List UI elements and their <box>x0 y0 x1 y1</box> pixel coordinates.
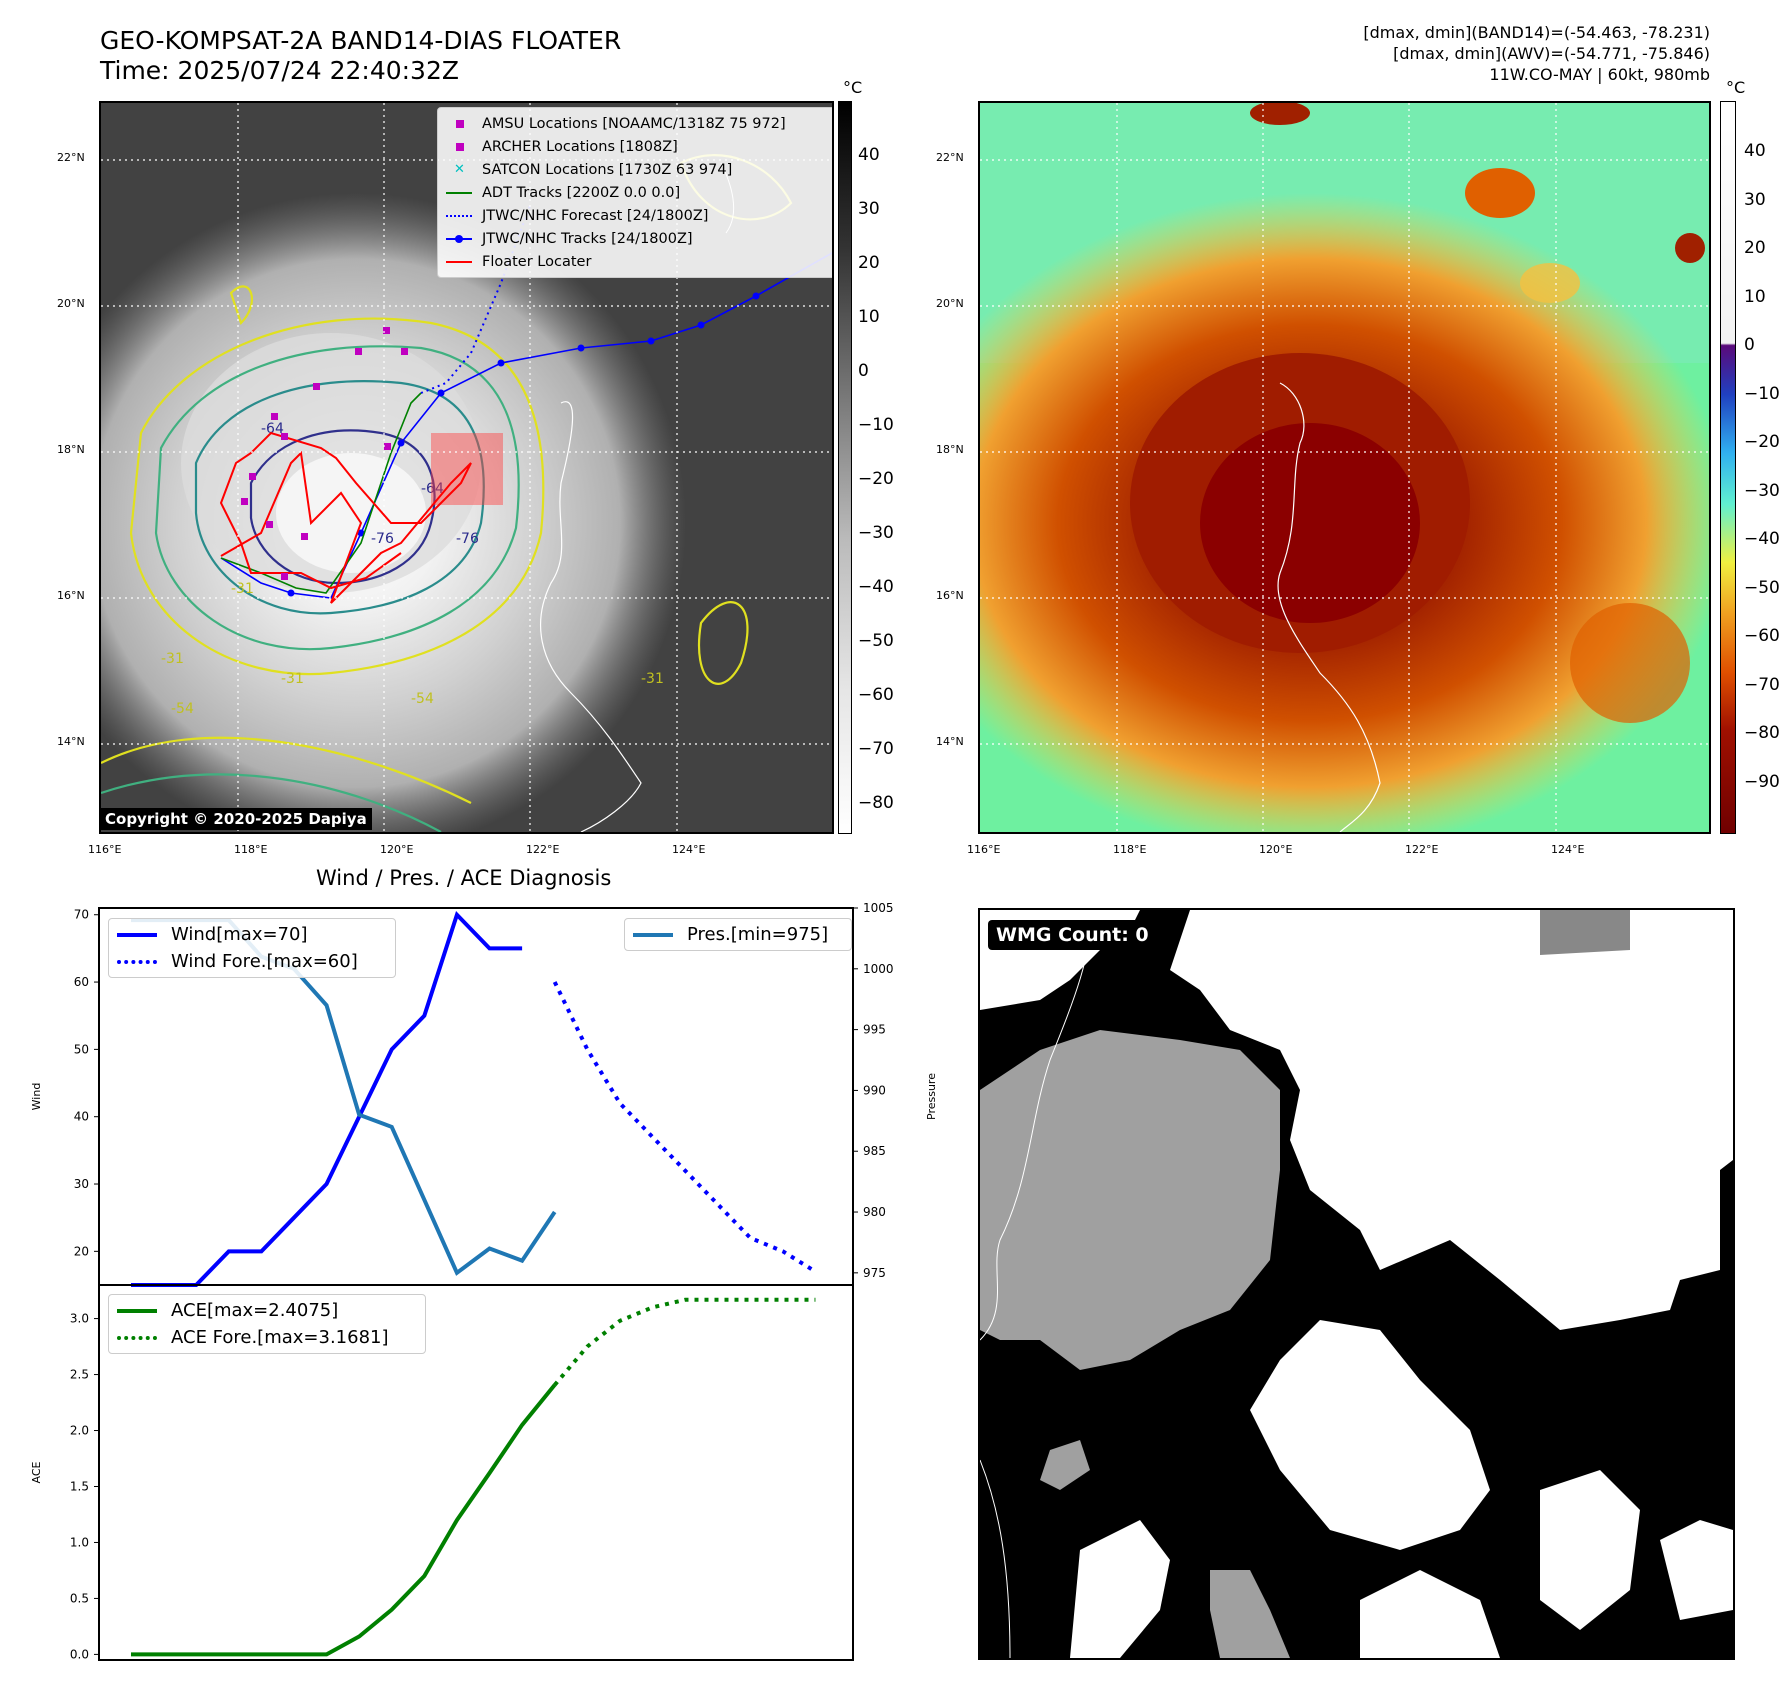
map-legend: AMSU Locations [NOAAMC/1318Z 75 972] ARC… <box>437 107 832 278</box>
legend-item-jtwc-tracks: JTWC/NHC Tracks [24/1800Z] <box>446 227 832 250</box>
lat-label: 16°N <box>57 589 85 602</box>
series-line-1 <box>552 981 817 1274</box>
info-line-1: [dmax, dmin](BAND14)=(-54.463, -78.231) <box>1363 23 1710 42</box>
lat-label: 16°N <box>936 589 964 602</box>
y-tick-label: 60 <box>74 975 89 989</box>
lon-label: 124°E <box>1551 843 1585 856</box>
copyright-badge: Copyright © 2020-2025 Dapiya <box>100 808 372 830</box>
contour-label: -31 <box>281 671 304 687</box>
legend-item-wind-forecast: Wind Fore.[max=60] <box>117 948 387 975</box>
legend-item-jtwc-forecast: JTWC/NHC Forecast [24/1800Z] <box>446 204 832 227</box>
y2-tick-label: 1000 <box>863 962 894 976</box>
lon-label: 120°E <box>380 843 414 856</box>
wmg-mask <box>980 910 1733 1658</box>
legend-item-amsu: AMSU Locations [NOAAMC/1318Z 75 972] <box>446 112 832 135</box>
y2-axis-label: Pressure <box>925 1073 938 1120</box>
info-block: [dmax, dmin](BAND14)=(-54.463, -78.231) … <box>1363 22 1710 85</box>
lat-label: 22°N <box>57 151 85 164</box>
y-tick-label: 30 <box>74 1177 89 1191</box>
legend-item-wind: Wind[max=70] <box>117 921 387 948</box>
y-tick-label: 0.0 <box>70 1647 89 1661</box>
y2-tick-label: 980 <box>863 1205 886 1219</box>
figure-time: Time: 2025/07/24 22:40:32Z <box>100 56 459 85</box>
y-tick-label: 50 <box>74 1042 89 1056</box>
contour-label: -54 <box>411 691 434 707</box>
awv-map-panel <box>978 101 1711 834</box>
lat-label: 20°N <box>57 297 85 310</box>
y-tick-label: 0.5 <box>70 1591 89 1605</box>
color-colorbar <box>1720 101 1736 834</box>
y-axis-label: ACE <box>30 1461 43 1483</box>
y-tick-label: 40 <box>74 1110 89 1124</box>
legend-item-ace: ACE[max=2.4075] <box>117 1297 417 1324</box>
contour-label: -76 <box>371 531 394 547</box>
awv-map <box>980 103 1709 832</box>
pressure-legend: Pres.[min=975] <box>624 918 852 951</box>
colorbar2-ticks: 40 30 20 10 0 −10 −20 −30 −40 −50 −60 −7… <box>1744 141 1780 792</box>
diagnosis-chart: 20 30 40 50 60 70 Wind 975 980 985 990 995 1000 1005 P… <box>30 901 938 1661</box>
colorbar2-unit: °C <box>1726 78 1746 97</box>
lat-label: 18°N <box>936 443 964 456</box>
contour-label: -31 <box>231 581 254 597</box>
y-tick-label: 70 <box>74 908 89 922</box>
y-tick-label: 1.0 <box>70 1535 89 1549</box>
legend-item-ace-forecast: ACE Fore.[max=3.1681] <box>117 1324 417 1351</box>
contour-label: -64 <box>261 421 284 437</box>
legend-item-satcon: ✕ SATCON Locations [1730Z 63 974] <box>454 161 733 178</box>
y2-tick-label: 975 <box>863 1266 886 1280</box>
lat-label: 14°N <box>936 735 964 748</box>
grayscale-colorbar <box>838 101 852 834</box>
legend-item-floater: Floater Locater <box>446 250 832 273</box>
lon-label: 116°E <box>88 843 122 856</box>
lon-label: 120°E <box>1259 843 1293 856</box>
legend-item-pressure: Pres.[min=975] <box>633 921 843 948</box>
contour-label: -64 <box>421 481 444 497</box>
wmg-count-badge: WMG Count: 0 <box>988 920 1157 950</box>
y2-tick-label: 995 <box>863 1023 886 1037</box>
series-line-1 <box>553 1297 816 1387</box>
contour-label: -31 <box>641 671 664 687</box>
info-line-2: [dmax, dmin](AWV)=(-54.771, -75.846) <box>1393 44 1710 63</box>
wind-legend: Wind[max=70] Wind Fore.[max=60] <box>108 918 396 978</box>
wmg-panel <box>978 908 1735 1660</box>
figure-title: GEO-KOMPSAT-2A BAND14-DIAS FLOATER <box>100 26 622 55</box>
y-tick-label: 2.0 <box>70 1424 89 1438</box>
lon-label: 116°E <box>967 843 1001 856</box>
contour-label: -76 <box>456 531 479 547</box>
legend-item-adt: ADT Tracks [2200Z 0.0 0.0] <box>446 181 832 204</box>
lon-label: 124°E <box>672 843 706 856</box>
lat-label: 20°N <box>936 297 964 310</box>
y2-tick-label: 1005 <box>863 901 894 915</box>
y-axis-label: Wind <box>30 1083 43 1111</box>
ace-legend: ACE[max=2.4075] ACE Fore.[max=3.1681] <box>108 1294 426 1354</box>
lat-label: 22°N <box>936 151 964 164</box>
y2-tick-label: 985 <box>863 1144 886 1158</box>
ir-map-panel: -64 -76 -76 -64 -31 -31 -54 -31 -54 -31 <box>99 101 834 834</box>
lon-label: 122°E <box>1405 843 1439 856</box>
colorbar-unit: °C <box>843 78 863 97</box>
y2-tick-label: 990 <box>863 1083 886 1097</box>
legend-item-archer: ARCHER Locations [1808Z] <box>446 135 832 158</box>
y-tick-label: 2.5 <box>70 1368 89 1382</box>
y-tick-label: 1.5 <box>70 1479 89 1493</box>
lat-label: 18°N <box>57 443 85 456</box>
lon-label: 118°E <box>1113 843 1147 856</box>
plot-frame <box>98 1284 854 1661</box>
y-tick-label: 3.0 <box>70 1312 89 1326</box>
y-tick-label: 20 <box>74 1244 89 1258</box>
contour-label: -54 <box>171 701 194 717</box>
lat-label: 14°N <box>57 735 85 748</box>
info-line-3: 11W.CO-MAY | 60kt, 980mb <box>1489 65 1710 84</box>
contour-label: -31 <box>161 651 184 667</box>
diagnosis-title: Wind / Pres. / ACE Diagnosis <box>316 866 612 890</box>
lon-label: 118°E <box>234 843 268 856</box>
colorbar-ticks: 40 30 20 10 0 −10 −20 −30 −40 −50 −60 −7… <box>858 145 894 813</box>
lon-label: 122°E <box>526 843 560 856</box>
series-line-0 <box>131 1383 557 1657</box>
ace-panel: 0.0 0.5 1.0 1.5 2.0 2.5 3.0 ACE <box>30 1284 854 1661</box>
